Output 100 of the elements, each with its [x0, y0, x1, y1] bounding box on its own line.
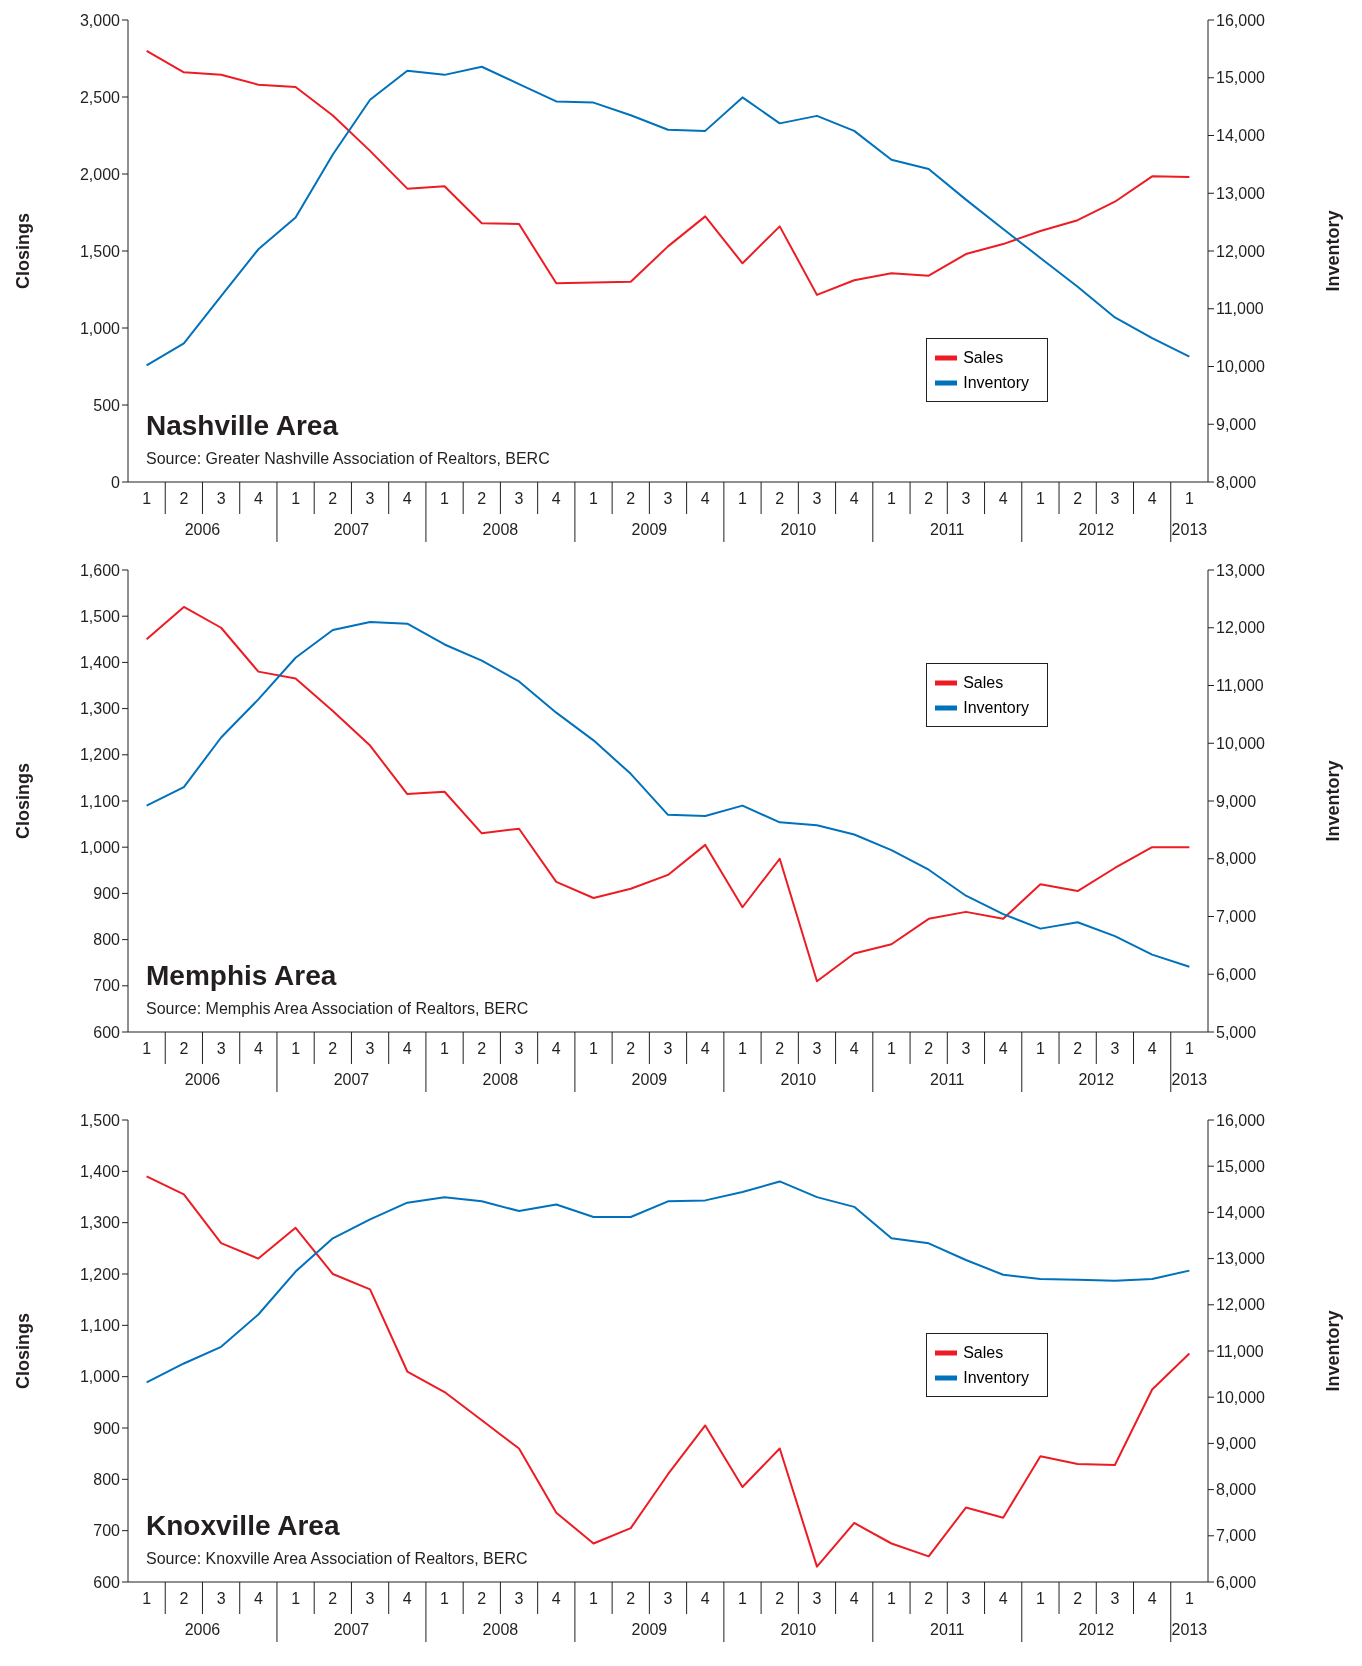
annotation: Source: Greater Nashville Association of Realtors, BERC	[146, 450, 550, 468]
x-tick-label: 4	[998, 1040, 1008, 1057]
x-tick-label: 2	[775, 1040, 785, 1057]
y2-tick-label: 13,000	[1216, 184, 1266, 202]
text: Knoxville Area	[146, 1510, 341, 1542]
y-tick-label: 600	[93, 1023, 121, 1041]
line-series	[145, 49, 1191, 296]
y-tick-label: 1,400	[79, 1163, 121, 1181]
y-tick-label: 900	[93, 885, 121, 903]
y2-tick-label: 10,000	[1216, 734, 1266, 752]
x-tick-label: 2	[924, 490, 934, 507]
x-tick-label: 1	[291, 1590, 301, 1607]
text: 2012	[1078, 521, 1115, 538]
y-tick-label: 1,500	[79, 607, 121, 625]
y2-tick-label: 9,000	[1216, 1435, 1257, 1453]
text: 2008	[482, 521, 519, 538]
x-tick-label: 1	[887, 1040, 896, 1057]
y2-tick-label: 7,000	[1216, 908, 1257, 926]
x-tick-label: 4	[849, 490, 859, 507]
text: 2006	[184, 1621, 221, 1638]
text: 2011	[930, 1621, 965, 1638]
y-tick-label: 1,200	[79, 746, 121, 764]
x-tick-label: 1	[1035, 1040, 1045, 1057]
line-series	[145, 65, 1191, 367]
line-series	[145, 1175, 1191, 1568]
y-axis-title: Closings	[13, 212, 34, 290]
text: 2012	[1078, 1621, 1115, 1638]
y2-tick-label: 9,000	[1216, 792, 1257, 810]
y2-tick-label: 6,000	[1216, 1573, 1257, 1591]
x-tick-label: 3	[514, 1590, 524, 1607]
text: 2010	[780, 1621, 817, 1638]
x-tick-label: 3	[365, 490, 375, 507]
x-tick-label: 4	[1147, 1590, 1157, 1607]
x-tick-label: 2	[626, 1590, 636, 1607]
y2-tick-label: 15,000	[1216, 1157, 1266, 1175]
x-tick-label: 1	[440, 490, 450, 507]
text: Nashville Area	[146, 410, 340, 442]
y2-tick-label: 11,000	[1216, 677, 1264, 695]
text: 2007	[333, 1621, 370, 1638]
legend-label: Inventory	[963, 373, 1029, 392]
x-tick-label: 2	[179, 1590, 189, 1607]
x-tick-label: 3	[812, 1590, 822, 1607]
x-tick-label: 3	[1110, 1590, 1120, 1607]
annotation: Source: Memphis Area Association of Realtors, BERC	[146, 1000, 529, 1018]
x-tick-label: 1	[440, 1590, 450, 1607]
x-tick-label: 1	[1035, 1590, 1045, 1607]
x-tick-label: 2	[1073, 1590, 1083, 1607]
y-tick-label: 1,000	[79, 319, 121, 337]
x-tick-label: 4	[998, 490, 1008, 507]
x-tick-label: 3	[961, 1040, 971, 1057]
x-tick-label: 1	[1184, 1590, 1194, 1607]
y2-tick-label: 5,000	[1216, 1023, 1257, 1041]
y2-tick-label: 14,000	[1216, 1204, 1266, 1222]
x-tick-label: 4	[1147, 490, 1157, 507]
text: 2009	[631, 1071, 668, 1088]
legend-label: Sales	[963, 673, 1004, 692]
text: 2010	[780, 521, 817, 538]
x-tick-label: 3	[216, 1040, 226, 1057]
x-tick-label: 4	[998, 1590, 1008, 1607]
y-tick-label: 1,000	[79, 1368, 121, 1386]
x-tick-label: 1	[738, 1040, 748, 1057]
y-tick-label: 3,000	[79, 11, 121, 29]
y-tick-label: 1,300	[79, 1214, 121, 1232]
text: 2008	[482, 1621, 519, 1638]
x-tick-label: 4	[253, 1040, 263, 1057]
x-tick-label: 2	[1073, 1040, 1083, 1057]
y2-tick-label: 14,000	[1216, 127, 1266, 145]
y2-axis-title: Inventory	[1323, 760, 1344, 842]
y-tick-label: 800	[93, 931, 121, 949]
y2-tick-label: 6,000	[1216, 965, 1257, 983]
y2-tick-label: 10,000	[1216, 358, 1266, 376]
y-axis-title: Closings	[13, 1312, 34, 1390]
text: Memphis Area	[146, 960, 338, 992]
y2-tick-label: 7,000	[1216, 1527, 1257, 1545]
x-tick-label: 1	[887, 490, 896, 507]
text: 2008	[482, 1071, 519, 1088]
text: 2012	[1078, 1071, 1115, 1088]
x-tick-label: 1	[1184, 490, 1194, 507]
text: 2006	[184, 1071, 221, 1088]
y2-tick-label: 8,000	[1216, 1481, 1257, 1499]
text: 2011	[930, 1071, 965, 1088]
legend-label: Sales	[963, 348, 1004, 367]
x-tick-label: 3	[514, 1040, 524, 1057]
line-series	[145, 1180, 1191, 1384]
y-tick-label: 1,500	[79, 242, 121, 260]
x-tick-label: 2	[179, 490, 189, 507]
y-tick-label: 2,500	[79, 88, 121, 106]
x-tick-label: 2	[328, 490, 338, 507]
x-tick-label: 1	[1184, 1040, 1194, 1057]
x-tick-label: 1	[1035, 490, 1045, 507]
text: 2009	[631, 1621, 668, 1638]
y2-tick-label: 11,000	[1216, 300, 1264, 318]
x-tick-label: 4	[253, 1590, 263, 1607]
x-tick-label: 3	[1110, 1040, 1120, 1057]
x-tick-label: 3	[216, 490, 226, 507]
x-tick-label: 1	[440, 1040, 450, 1057]
text: 2009	[631, 521, 668, 538]
x-tick-label: 3	[1110, 490, 1120, 507]
x-tick-label: 2	[179, 1040, 189, 1057]
y-axis-title: Closings	[13, 762, 34, 840]
